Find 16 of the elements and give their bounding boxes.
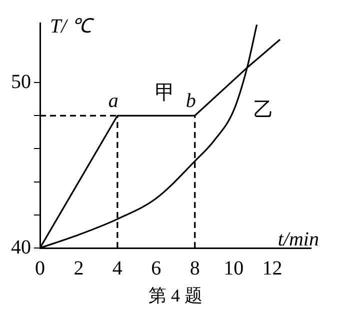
series-label: 甲 (154, 82, 175, 104)
x-tick-label: 4 (112, 257, 122, 280)
x-tick-label: 12 (262, 257, 282, 280)
x-tick-label: 6 (151, 257, 162, 280)
series-label: 乙 (254, 98, 274, 121)
x-tick-label: 10 (224, 257, 244, 280)
x-tick-label: 8 (190, 257, 200, 280)
y-tick-label: 50 (11, 70, 31, 93)
x-axis-title: t/min (278, 228, 319, 250)
y-axis-title: T/ ℃ (50, 15, 95, 38)
y-tick-label: 40 (11, 236, 31, 258)
x-tick-label: 0 (35, 257, 45, 280)
text: 第 4 题 (148, 286, 202, 306)
annotation: b (186, 90, 196, 112)
annotation: a (108, 90, 118, 112)
x-tick-label: 2 (74, 257, 84, 280)
